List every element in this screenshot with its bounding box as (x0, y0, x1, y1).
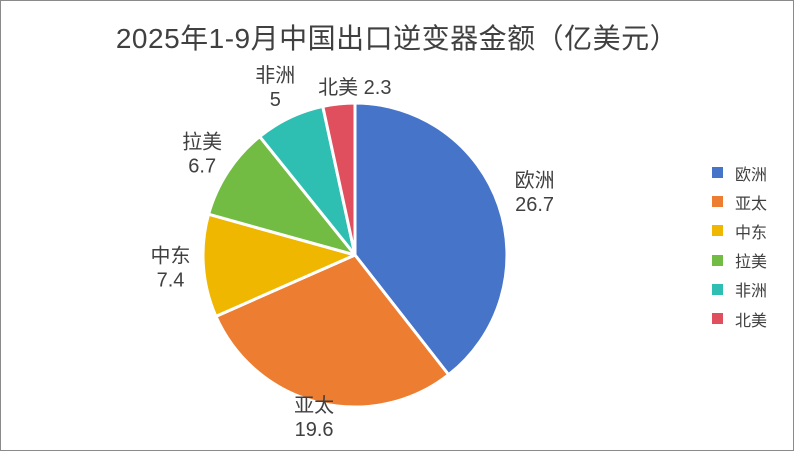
slice-label-亚太: 亚太 19.6 (294, 394, 334, 441)
legend-item-北美: 北美 (712, 304, 767, 333)
chart-title: 2025年1-9月中国出口逆变器金额（亿美元） (115, 23, 679, 54)
legend-label-欧洲: 欧洲 (735, 166, 768, 184)
legend-label-非洲: 非洲 (735, 283, 768, 301)
legend-swatch-非洲 (712, 283, 723, 295)
pie-slice-欧洲 (353, 101, 509, 377)
legend-label-北美: 北美 (735, 312, 768, 330)
pie-slice-中东 (201, 212, 357, 318)
legend-label-亚太: 亚太 (735, 195, 768, 213)
pie-slice-拉美 (207, 135, 357, 257)
legend-swatch-北美 (712, 313, 723, 325)
slice-label-北美: 北美 2.3 (318, 76, 391, 99)
legend-item-亚太: 亚太 (712, 187, 767, 216)
slice-label-欧洲: 欧洲 26.7 (515, 169, 555, 216)
legend-label-中东: 中东 (735, 224, 768, 242)
legend-label-拉美: 拉美 (735, 254, 768, 272)
legend: 欧洲亚太中东拉美非洲北美 (712, 158, 767, 333)
slice-label-中东: 中东 7.4 (151, 244, 191, 291)
legend-item-拉美: 拉美 (712, 246, 767, 275)
legend-item-非洲: 非洲 (712, 275, 767, 304)
legend-swatch-亚太 (712, 196, 723, 208)
slice-label-非洲: 非洲 5 (255, 64, 295, 111)
legend-swatch-拉美 (712, 254, 723, 266)
pie-slice-北美 (321, 101, 357, 257)
slice-label-拉美: 拉美 6.7 (182, 130, 222, 177)
legend-swatch-中东 (712, 225, 723, 237)
legend-item-中东: 中东 (712, 216, 767, 245)
pie-slice-亚太 (214, 253, 451, 409)
legend-swatch-欧洲 (712, 167, 723, 179)
legend-item-欧洲: 欧洲 (712, 158, 767, 187)
